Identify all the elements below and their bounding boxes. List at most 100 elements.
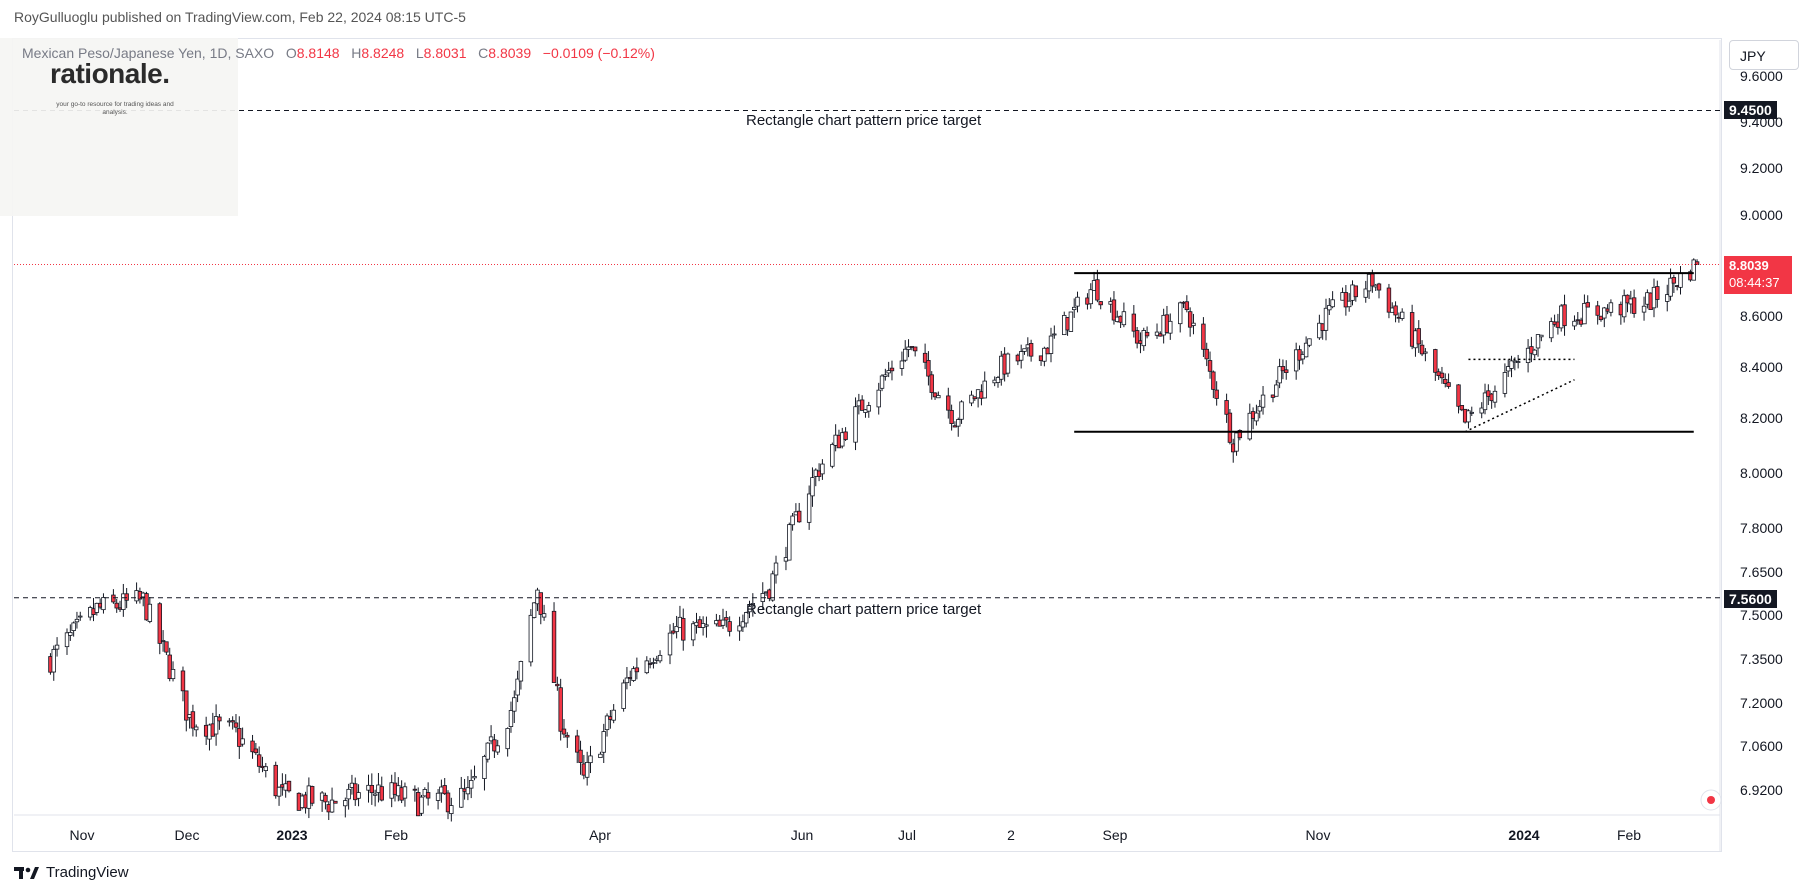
logo-panel [0,38,238,216]
candle-body [353,783,358,801]
x-tick-label: Nov [70,827,95,843]
candle-body [402,786,408,799]
x-tick-label: Jun [791,827,814,843]
candle-body [1439,372,1445,379]
candle-body [1098,301,1103,306]
candle-body [333,800,338,804]
candle-body [1303,342,1309,358]
candle-body [624,677,630,684]
candle-body [449,805,454,814]
candle-body [1257,405,1262,412]
x-tick-label: Feb [384,827,408,843]
candle-body [515,678,520,696]
candle-body [190,711,196,729]
candle-body [121,593,126,610]
candle-body [1068,311,1074,332]
x-tick-label: Apr [589,827,611,843]
candle-body [528,614,534,663]
candle-body [54,644,60,650]
close-value: 8.8039 [488,45,532,61]
candle-body [71,622,76,631]
candle-body [442,785,447,795]
candle-body [1502,372,1508,394]
candle-body [435,792,441,801]
candle-body [1247,412,1252,440]
candle-body [213,716,219,735]
candle-body [724,617,729,621]
candle-body [233,722,239,728]
candle-body [1509,360,1514,369]
candle-body [1028,343,1034,357]
candle-body [1515,361,1521,363]
bar-countdown: 08:44:37 [1729,275,1780,290]
candle-body [936,395,941,399]
candle-body [647,663,653,665]
x-tick-label: Feb [1617,827,1641,843]
tradingview-logo-icon [14,866,39,879]
candle-body [273,764,278,797]
candle-body [1370,273,1375,287]
candle-body [657,654,663,662]
candle-body [1204,348,1209,360]
candle-body [1343,292,1349,308]
candle-body [773,562,779,576]
candle-body [1042,347,1047,362]
y-tick-label: 8.4000 [1740,359,1783,375]
candle-body [469,780,474,789]
x-tick-label: Nov [1306,827,1331,843]
candle-body [1539,334,1544,338]
candle-body [750,603,756,607]
candle-body [681,618,686,641]
candle-body [356,792,361,799]
candle-body [180,670,186,692]
currency-button[interactable]: JPY [1729,40,1799,70]
symbol-legend: Mexican Peso/Japanese Yen, 1D, SAXO O8.8… [22,45,655,61]
chart-frame [12,38,1722,852]
candle-body [1678,272,1683,288]
candle-body [1416,328,1421,345]
candle-body [518,661,524,682]
candle-body [588,755,593,764]
tradingview-footer[interactable]: TradingView [14,864,129,881]
candle-body [346,788,351,800]
open-label: O [285,45,297,61]
candle-body [1234,432,1239,452]
candle-body [1446,382,1451,387]
candle-body [906,346,911,350]
candle-body [184,690,189,721]
candle-body [217,716,222,722]
candle-body [727,621,732,632]
candle-body [465,787,471,795]
candle-body [51,648,56,673]
candle-body [1486,390,1491,397]
candle-body [886,370,891,374]
candle-body [790,515,795,526]
candle-body [1492,390,1498,403]
candle-body [634,667,640,673]
candle-body [1479,407,1484,414]
candle-body [747,606,752,613]
candle-body [1088,289,1093,305]
candle-body [644,660,650,674]
x-tick-label: Sep [1103,827,1128,843]
candle-body [1691,259,1696,281]
candle-body [1535,334,1541,349]
candle-body [1409,312,1415,347]
candle-body [555,683,560,687]
candle-body [1237,430,1243,439]
candle-body [1284,369,1289,373]
high-label: H [351,45,362,61]
candle-body [1641,305,1647,313]
candle-body [492,739,497,752]
lower-target-label: Rectangle chart pattern price target [746,601,982,618]
candle-body [1121,311,1127,326]
candle-body [309,786,315,804]
candle-body [1602,307,1607,319]
candle-body [859,399,865,411]
candle-body [1052,333,1057,336]
candle-body [899,360,905,369]
candle-body [1582,303,1587,325]
candle-body [876,389,881,408]
candle-body [237,727,242,747]
